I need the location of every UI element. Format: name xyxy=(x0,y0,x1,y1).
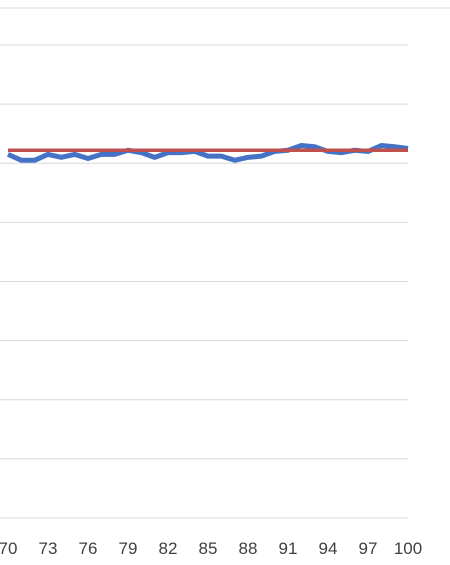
x-tick-label: 91 xyxy=(279,539,298,558)
series-layer xyxy=(6,143,409,163)
x-tick-label: 70 xyxy=(0,539,17,558)
x-tick-label: 76 xyxy=(79,539,98,558)
x-tick-label: 79 xyxy=(119,539,138,558)
x-tick-label: 88 xyxy=(239,539,258,558)
x-tick-label: 100 xyxy=(394,539,422,558)
series-line-1 xyxy=(6,143,409,163)
x-tick-label: 85 xyxy=(199,539,218,558)
x-axis: 70 73 76 79 82 85 88 91 94 97 100 xyxy=(0,539,422,558)
x-tick-label: 82 xyxy=(159,539,178,558)
gridlines xyxy=(0,44,408,519)
x-tick-label: 94 xyxy=(319,539,338,558)
x-tick-label: 97 xyxy=(359,539,378,558)
x-tick-label: 73 xyxy=(39,539,58,558)
